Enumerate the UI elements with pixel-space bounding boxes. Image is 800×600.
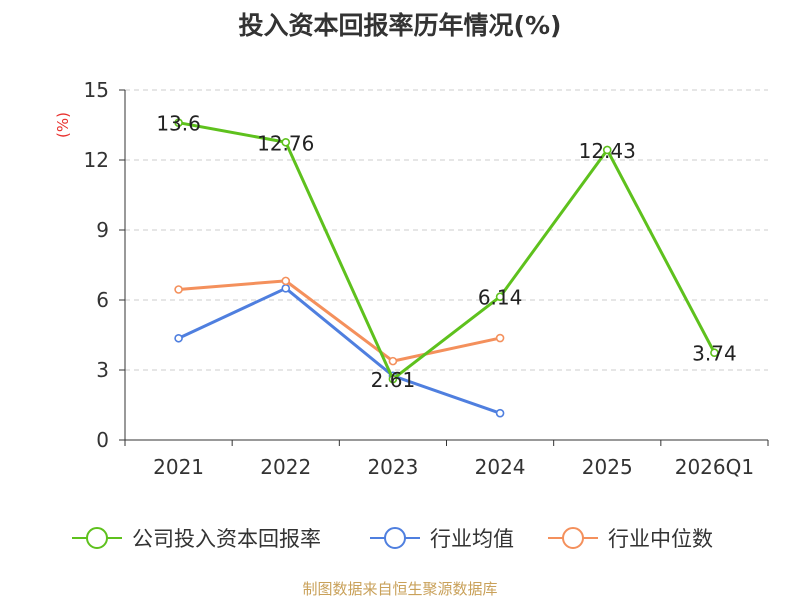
data-point	[710, 348, 719, 358]
data-point	[281, 137, 291, 147]
data-label: 13.6	[156, 112, 201, 136]
data-label: 6.14	[478, 286, 523, 310]
x-tick-label: 2023	[367, 455, 418, 479]
chart-title: 投入资本回报率历年情况(%)	[238, 11, 562, 40]
data-label: 3.74	[692, 342, 737, 366]
data-point	[388, 374, 398, 384]
legend-label: 行业中位数	[608, 527, 713, 551]
x-tick-label: 2025	[582, 455, 633, 479]
series-line	[177, 286, 502, 415]
y-tick-label: 6	[96, 288, 109, 312]
data-point	[388, 356, 398, 366]
data-label: 2.61	[371, 368, 416, 392]
data-point	[174, 285, 183, 294]
source-note: 制图数据来自恒生聚源数据库	[302, 580, 498, 598]
data-point	[495, 292, 505, 302]
y-axis-label: (%)	[54, 112, 72, 138]
data-point	[495, 333, 505, 343]
x-tick-label: 2021	[153, 455, 204, 479]
y-tick-label: 0	[96, 428, 109, 452]
data-label: 12.76	[257, 131, 314, 155]
legend-label: 公司投入资本回报率	[132, 527, 321, 551]
y-tick-label: 9	[96, 218, 109, 242]
data-point	[495, 408, 505, 418]
series-line	[177, 279, 502, 363]
legend-marker	[562, 527, 584, 549]
data-point	[174, 333, 183, 343]
legend-marker	[384, 527, 406, 549]
series-line	[177, 121, 716, 381]
data-point	[174, 118, 183, 127]
legend-label: 行业均值	[430, 527, 514, 551]
data-point	[281, 276, 291, 286]
data-label: 12.43	[579, 139, 636, 163]
data-point	[281, 284, 291, 293]
y-tick-label: 3	[96, 358, 109, 382]
y-tick-label: 12	[84, 148, 109, 172]
y-tick-label: 15	[84, 78, 109, 102]
data-point	[602, 145, 612, 155]
x-tick-label: 2022	[260, 455, 311, 479]
x-tick-label: 2024	[475, 455, 526, 479]
legend-marker	[86, 527, 108, 549]
x-tick-label: 2026Q1	[675, 455, 754, 479]
